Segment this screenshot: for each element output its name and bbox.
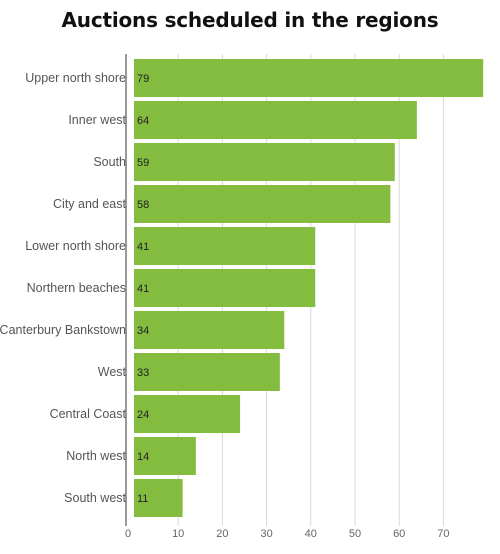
category-label: West: [98, 365, 127, 379]
category-label: Upper north shore: [25, 71, 126, 85]
bar-value-label: 24: [137, 409, 149, 421]
bar-value-label: 64: [137, 115, 149, 127]
category-label: South west: [64, 491, 126, 505]
x-tick-label: 0: [125, 528, 131, 540]
bar-value-label: 34: [137, 325, 149, 337]
bar-value-label: 11: [137, 493, 148, 505]
x-tick-label: 10: [172, 528, 184, 540]
bar-value-label: 79: [137, 73, 149, 85]
bar: [134, 395, 241, 433]
bar: [134, 353, 280, 391]
bar: [134, 311, 285, 349]
bar: [134, 59, 484, 97]
bar: [134, 227, 316, 265]
x-tick-label: 70: [437, 528, 449, 540]
category-label: Inner west: [68, 113, 126, 127]
bar: [134, 479, 183, 517]
bar: [134, 185, 391, 223]
category-label: City and east: [53, 197, 126, 211]
bar-value-label: 33: [137, 367, 149, 379]
bar: [134, 143, 395, 181]
chart-title: Auctions scheduled in the regions: [61, 8, 439, 32]
category-label: Northern beaches: [27, 281, 126, 295]
bar-value-label: 58: [137, 199, 149, 211]
category-label: South: [93, 155, 126, 169]
x-tick-label: 20: [216, 528, 228, 540]
category-label: Central Coast: [50, 407, 127, 421]
bar-value-label: 59: [137, 157, 149, 169]
category-label: North west: [66, 449, 126, 463]
bar: [134, 101, 417, 139]
x-tick-label: 60: [393, 528, 405, 540]
category-label: Lower north shore: [25, 239, 126, 253]
bar-value-label: 14: [137, 451, 149, 463]
bar-value-label: 41: [137, 241, 149, 253]
labels: 0 10 20 30 40 50 60 70 79 Upper north shore 64 Inne…: [0, 71, 450, 540]
bar: [134, 269, 316, 307]
category-label: Canterbury Bankstown: [0, 323, 126, 337]
bars: [134, 59, 484, 517]
x-tick-label: 50: [349, 528, 361, 540]
x-tick-label: 40: [305, 528, 317, 540]
bar-value-label: 41: [137, 283, 149, 295]
bar: [134, 437, 196, 475]
x-tick-label: 30: [260, 528, 272, 540]
